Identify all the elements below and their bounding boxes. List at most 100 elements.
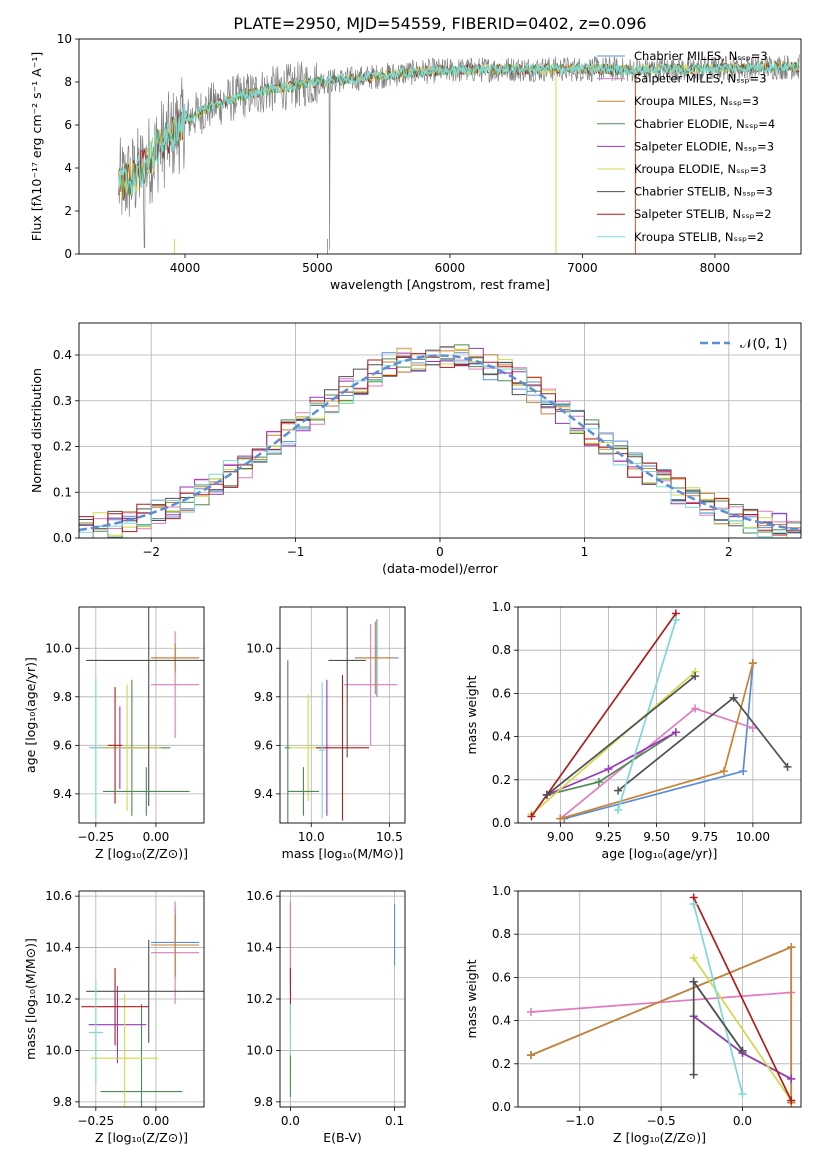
x-tick-label: −0.25 xyxy=(77,830,114,844)
panel-weight-vs-Z: −1.0 −0.5 0.0 0.0 0.2 0.4 0.6 0.8 1.0 Z [log₁₀(Z/… xyxy=(464,884,802,1145)
x-tick-label: 9.00 xyxy=(547,830,574,844)
y-tick-label: 0.1 xyxy=(53,485,72,499)
y-tick-label: 0.8 xyxy=(492,927,511,941)
x-tick-label: 10.00 xyxy=(736,830,770,844)
y-tick-label: 9.4 xyxy=(53,787,72,801)
plus-marker xyxy=(604,765,613,773)
y-tick-label: 0.0 xyxy=(492,1100,511,1114)
x-tick-label: 10.5 xyxy=(376,830,403,844)
x-tick-label: −1 xyxy=(287,545,305,559)
spectrum-model-line xyxy=(118,61,800,197)
x-tick-label: 10.0 xyxy=(298,830,325,844)
panel-residuals: −2 −1 0 1 2 0.0 0.1 0.2 0.3 0.4 (data-model)/error… xyxy=(29,322,802,576)
x-tick-label: −0.25 xyxy=(77,1114,114,1128)
y-tick-label: 10.0 xyxy=(45,1043,72,1057)
plus-marker xyxy=(748,659,757,668)
normal-curve xyxy=(79,354,801,532)
x-axis-label: Z [log₁₀(Z/Z⊙)] xyxy=(95,846,188,861)
plus-marker xyxy=(729,693,738,702)
plus-marker xyxy=(671,615,680,624)
y-tick-label: 8 xyxy=(64,75,72,89)
plus-marker xyxy=(689,899,698,908)
x-axis-label: E(B-V) xyxy=(323,1130,362,1145)
histogram-step xyxy=(79,355,801,538)
y-tick-label: 4 xyxy=(64,161,72,175)
y-tick-label: 10.4 xyxy=(246,941,273,955)
plus-marker xyxy=(738,1046,747,1055)
y-tick-label: 0.0 xyxy=(53,531,72,545)
plus-marker xyxy=(542,790,551,799)
y-tick-label: 1.0 xyxy=(492,600,511,614)
plus-marker xyxy=(614,806,623,815)
figure-title: PLATE=2950, MJD=54559, FIBERID=0402, z=0… xyxy=(233,14,646,33)
plus-marker xyxy=(689,1070,698,1079)
weight-line xyxy=(692,957,792,1101)
plus-marker xyxy=(787,1096,796,1105)
legend-entry: Kroupa ELODIE, Nₛₛₚ=3 xyxy=(634,162,767,176)
y-tick-label: 0.2 xyxy=(492,773,511,787)
x-tick-label: 0.1 xyxy=(385,1114,404,1128)
plus-marker xyxy=(671,728,680,737)
y-tick-label: 0.4 xyxy=(492,1014,511,1028)
axes-frame xyxy=(78,606,205,824)
weight-line xyxy=(692,903,744,1095)
plus-marker xyxy=(783,762,792,771)
axes-frame xyxy=(78,322,802,539)
y-tick-label: 10.6 xyxy=(45,889,72,903)
y-tick-label: 0.2 xyxy=(53,440,72,454)
y-tick-label: 0.6 xyxy=(492,970,511,984)
axes-frame xyxy=(78,38,802,255)
panel-age-vs-Z: −0.25 0.00 9.4 9.6 9.8 10.0 Z [log₁₀(Z/Z⊙)] age… xyxy=(23,606,205,861)
plus-marker xyxy=(748,723,757,732)
axes-frame xyxy=(517,890,802,1108)
y-tick-label: 10 xyxy=(57,32,72,46)
weight-line xyxy=(692,897,792,1101)
y-tick-label: 0.2 xyxy=(492,1057,511,1071)
plus-marker xyxy=(556,814,565,823)
x-axis-label: age [log₁₀(age/yr)] xyxy=(602,846,718,861)
y-tick-label: 10.6 xyxy=(246,889,273,903)
plus-marker xyxy=(527,1051,536,1060)
y-axis-label: age [log₁₀(age/yr)] xyxy=(23,657,38,773)
histogram-step xyxy=(79,353,801,538)
plus-marker xyxy=(691,704,700,713)
x-tick-label: 0.00 xyxy=(143,1114,170,1128)
x-axis-label: (data-model)/error xyxy=(382,561,499,576)
spectrum-legend: Chabrier MILES, Nₛₛₚ=3 Salpeter MILES, Nₛ… xyxy=(597,49,775,244)
panel-mass-vs-EBV: 0.0 0.1 9.8 10.0 10.2 10.4 10.6 E(B-V) xyxy=(246,889,406,1145)
y-tick-label: 9.6 xyxy=(254,738,273,752)
y-tick-label: 0.8 xyxy=(492,643,511,657)
x-tick-label: 4000 xyxy=(170,261,201,275)
y-tick-label: 9.8 xyxy=(53,690,72,704)
y-tick-label: 9.8 xyxy=(254,1095,273,1109)
y-axis-label: Flux [fλ10⁻¹⁷ erg cm⁻² s⁻¹ A⁻¹] xyxy=(29,52,44,241)
y-tick-label: 9.8 xyxy=(254,690,273,704)
x-tick-label: 0.00 xyxy=(143,830,170,844)
plus-marker xyxy=(787,943,796,952)
axes-frame xyxy=(517,606,802,824)
legend-entry: Chabrier MILES, Nₛₛₚ=3 xyxy=(634,49,768,63)
y-tick-label: 10.4 xyxy=(45,941,72,955)
axes-frame xyxy=(279,890,406,1108)
x-axis-label: Z [log₁₀(Z/Z⊙)] xyxy=(613,1130,706,1145)
x-tick-label: 0.0 xyxy=(281,1114,300,1128)
weight-line xyxy=(546,675,696,796)
weight-line xyxy=(693,981,744,1052)
y-tick-label: 0.4 xyxy=(53,348,72,362)
plus-marker xyxy=(594,777,603,786)
plus-marker xyxy=(787,1074,796,1083)
legend-entry: Salpeter STELIB, Nₛₛₚ=2 xyxy=(634,207,772,221)
panel-mass-vs-Z: −0.25 0.00 9.8 10.0 10.2 10.4 10.6 Z [log₁₀(Z/Z… xyxy=(23,889,205,1145)
histogram-legend: 𝒩(0, 1) xyxy=(700,337,787,352)
y-axis-label: mass weight xyxy=(464,675,479,754)
plus-marker xyxy=(738,1090,747,1099)
plus-marker xyxy=(691,672,700,681)
legend-entry: 𝒩(0, 1) xyxy=(740,337,787,352)
weight-line xyxy=(530,991,792,1013)
plus-marker xyxy=(614,786,623,795)
legend-entry: Chabrier ELODIE, Nₛₛₚ=4 xyxy=(634,117,775,131)
x-tick-label: 0.0 xyxy=(733,1114,752,1128)
x-axis-label: Z [log₁₀(Z/Z⊙)] xyxy=(95,1130,188,1145)
